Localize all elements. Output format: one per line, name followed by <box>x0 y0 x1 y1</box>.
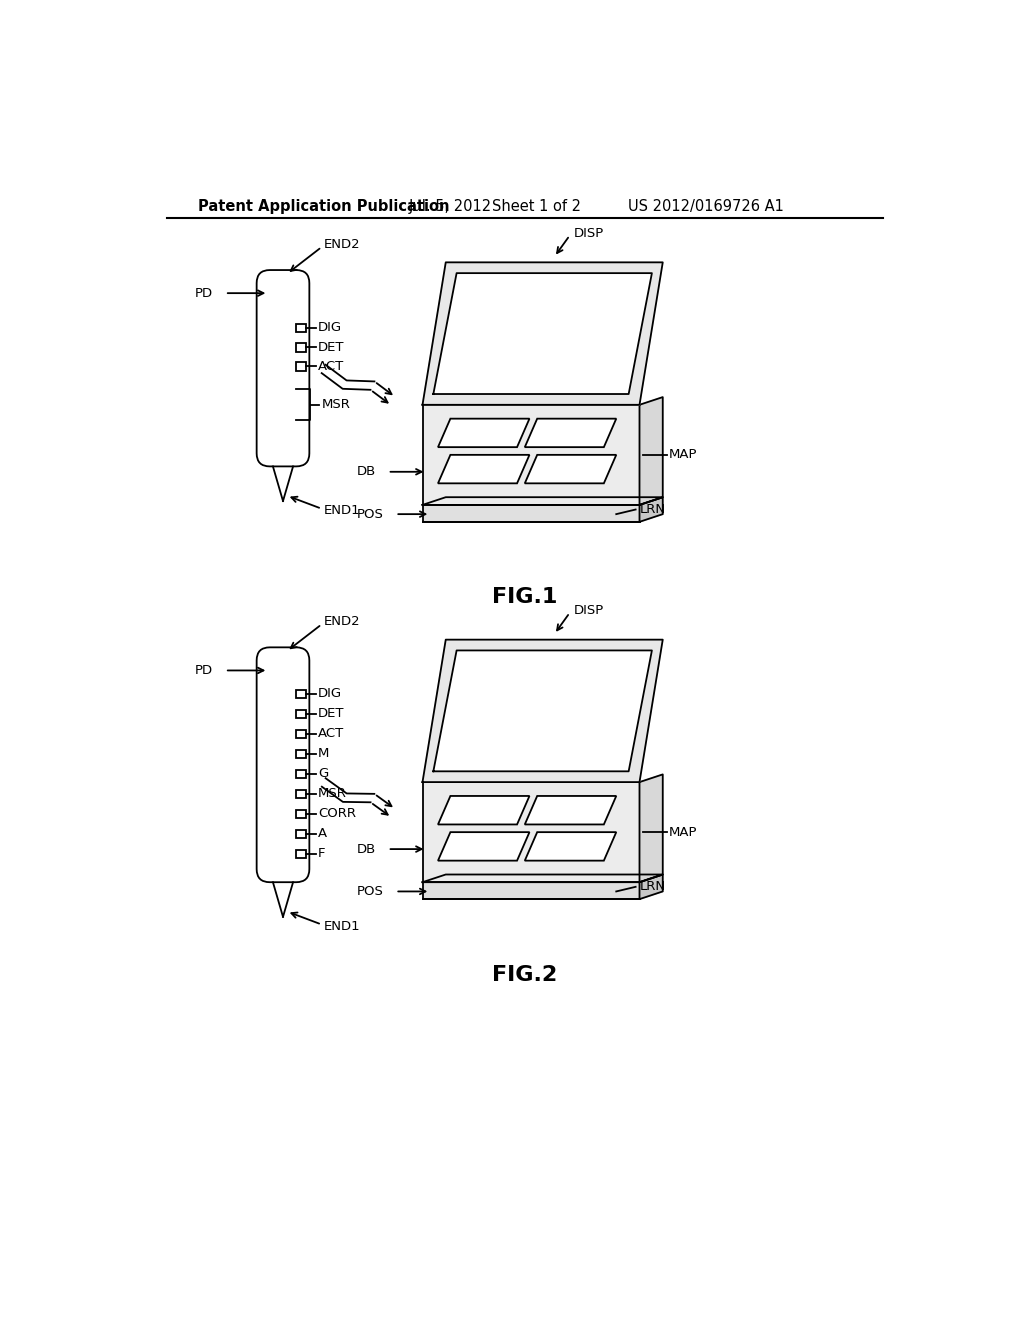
Bar <box>296 689 306 698</box>
Polygon shape <box>438 418 529 447</box>
Text: DISP: DISP <box>573 603 604 616</box>
Bar <box>296 730 306 738</box>
Polygon shape <box>438 455 529 483</box>
Text: END1: END1 <box>324 504 360 517</box>
Polygon shape <box>423 640 663 781</box>
Text: DET: DET <box>317 341 344 354</box>
Bar <box>423 506 640 521</box>
Text: PD: PD <box>196 286 213 300</box>
Text: DISP: DISP <box>573 227 604 240</box>
Text: ACT: ACT <box>317 727 344 741</box>
Text: MAP: MAP <box>669 825 697 838</box>
Polygon shape <box>524 418 616 447</box>
Text: Sheet 1 of 2: Sheet 1 of 2 <box>493 198 582 214</box>
Polygon shape <box>423 498 663 506</box>
Polygon shape <box>640 775 663 882</box>
Text: MSR: MSR <box>317 787 347 800</box>
Text: A: A <box>317 828 327 841</box>
Text: F: F <box>317 847 326 861</box>
Bar <box>423 781 640 882</box>
Text: ACT: ACT <box>317 360 344 372</box>
Text: FIG.1: FIG.1 <box>493 587 557 607</box>
Polygon shape <box>273 466 293 502</box>
Text: LRN: LRN <box>640 503 666 516</box>
Polygon shape <box>640 874 663 899</box>
Text: END1: END1 <box>324 920 360 933</box>
Bar <box>296 770 306 779</box>
Bar <box>296 323 306 333</box>
Text: FIG.2: FIG.2 <box>493 965 557 985</box>
Polygon shape <box>433 651 652 771</box>
Text: DET: DET <box>317 708 344 721</box>
Polygon shape <box>524 455 616 483</box>
Bar <box>296 363 306 371</box>
Polygon shape <box>423 874 663 882</box>
Polygon shape <box>433 273 652 395</box>
Text: MSR: MSR <box>322 399 350 412</box>
Bar <box>296 850 306 858</box>
Bar <box>423 882 640 899</box>
Polygon shape <box>438 796 529 825</box>
FancyBboxPatch shape <box>257 647 309 882</box>
Text: PT: PT <box>511 315 527 329</box>
FancyBboxPatch shape <box>257 271 309 466</box>
Text: MAP: MAP <box>669 449 697 462</box>
Text: M: M <box>317 747 330 760</box>
Bar <box>296 830 306 838</box>
Text: END2: END2 <box>324 238 360 251</box>
Text: PD: PD <box>196 664 213 677</box>
Polygon shape <box>524 832 616 861</box>
Text: Jul. 5, 2012: Jul. 5, 2012 <box>409 198 492 214</box>
Text: LRN: LRN <box>640 880 666 894</box>
Bar <box>296 750 306 758</box>
Polygon shape <box>423 263 663 405</box>
Text: DIG: DIG <box>317 686 342 700</box>
Bar <box>296 789 306 799</box>
Text: CORR: CORR <box>317 807 356 820</box>
Polygon shape <box>273 882 293 917</box>
Polygon shape <box>640 397 663 506</box>
Text: DB: DB <box>356 842 376 855</box>
Polygon shape <box>524 796 616 825</box>
Text: POS: POS <box>357 508 384 520</box>
Bar <box>296 343 306 351</box>
Text: Patent Application Publication: Patent Application Publication <box>198 198 450 214</box>
Polygon shape <box>438 832 529 861</box>
Polygon shape <box>640 498 663 521</box>
Text: POS: POS <box>357 884 384 898</box>
Text: G: G <box>317 767 328 780</box>
Text: US 2012/0169726 A1: US 2012/0169726 A1 <box>628 198 783 214</box>
Text: END2: END2 <box>324 615 360 628</box>
Bar <box>296 710 306 718</box>
Text: DB: DB <box>356 465 376 478</box>
Bar <box>296 810 306 818</box>
Text: DIG: DIG <box>317 321 342 334</box>
Text: PT: PT <box>511 693 527 705</box>
Bar <box>423 405 640 506</box>
